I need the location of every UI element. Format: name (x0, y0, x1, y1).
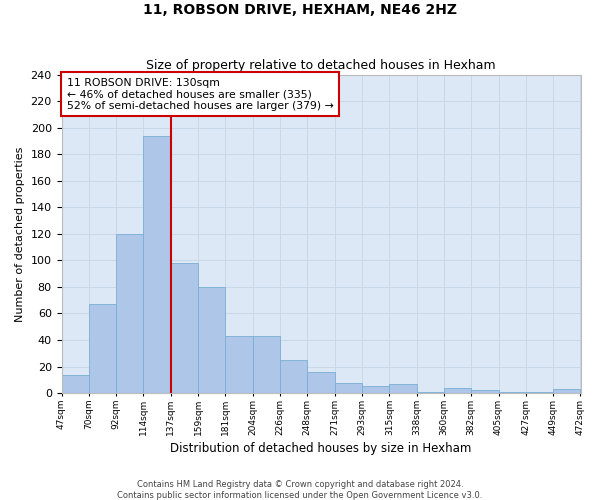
Title: Size of property relative to detached houses in Hexham: Size of property relative to detached ho… (146, 59, 496, 72)
Bar (416, 392, 444, 393)
Bar (307, 372, 335, 393)
Bar (253, 336, 280, 393)
Bar (226, 336, 253, 393)
Bar (362, 386, 389, 393)
Bar (499, 392, 526, 393)
Bar (198, 287, 226, 393)
Y-axis label: Number of detached properties: Number of detached properties (15, 146, 25, 322)
Bar (171, 263, 198, 393)
Bar (389, 384, 416, 393)
Bar (116, 234, 143, 393)
Bar (526, 392, 553, 393)
Bar (553, 389, 580, 393)
Bar (143, 136, 171, 393)
Bar (62, 374, 89, 393)
Bar (471, 390, 499, 393)
Bar (444, 388, 471, 393)
Bar (335, 382, 362, 393)
X-axis label: Distribution of detached houses by size in Hexham: Distribution of detached houses by size … (170, 442, 472, 455)
Text: 11 ROBSON DRIVE: 130sqm
← 46% of detached houses are smaller (335)
52% of semi-d: 11 ROBSON DRIVE: 130sqm ← 46% of detache… (67, 78, 334, 111)
Bar (280, 360, 307, 393)
Bar (89, 304, 116, 393)
Text: Contains HM Land Registry data © Crown copyright and database right 2024.
Contai: Contains HM Land Registry data © Crown c… (118, 480, 482, 500)
Text: 11, ROBSON DRIVE, HEXHAM, NE46 2HZ: 11, ROBSON DRIVE, HEXHAM, NE46 2HZ (143, 2, 457, 16)
